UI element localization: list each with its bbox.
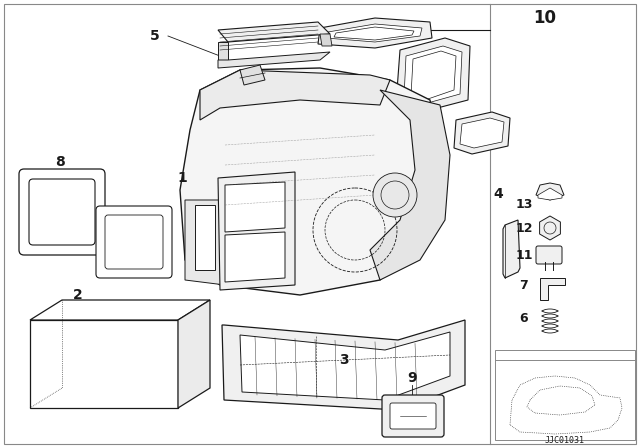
Text: 11: 11 xyxy=(515,249,532,262)
Polygon shape xyxy=(195,205,215,270)
Polygon shape xyxy=(326,24,422,42)
Circle shape xyxy=(373,173,417,217)
Text: 13: 13 xyxy=(515,198,532,211)
Text: 12: 12 xyxy=(515,221,532,234)
Polygon shape xyxy=(318,18,432,48)
Polygon shape xyxy=(536,183,564,200)
Polygon shape xyxy=(178,300,210,408)
Polygon shape xyxy=(454,112,510,154)
Polygon shape xyxy=(30,300,210,320)
Polygon shape xyxy=(460,118,504,148)
Text: JJC01031: JJC01031 xyxy=(545,435,585,444)
Text: 10: 10 xyxy=(534,9,557,27)
Polygon shape xyxy=(218,172,295,290)
FancyBboxPatch shape xyxy=(390,403,436,429)
Text: 8: 8 xyxy=(55,155,65,169)
FancyBboxPatch shape xyxy=(29,179,95,245)
Polygon shape xyxy=(200,70,390,120)
Polygon shape xyxy=(404,46,462,104)
FancyBboxPatch shape xyxy=(382,395,444,437)
Text: 6: 6 xyxy=(520,311,528,324)
Polygon shape xyxy=(320,34,332,46)
FancyBboxPatch shape xyxy=(96,206,172,278)
Polygon shape xyxy=(218,52,330,68)
Polygon shape xyxy=(396,38,470,112)
Polygon shape xyxy=(222,320,465,410)
FancyBboxPatch shape xyxy=(536,246,562,264)
Bar xyxy=(30,320,178,408)
FancyBboxPatch shape xyxy=(105,215,163,269)
Polygon shape xyxy=(225,232,285,282)
Polygon shape xyxy=(370,90,450,280)
Polygon shape xyxy=(538,188,562,200)
Polygon shape xyxy=(185,200,225,285)
Polygon shape xyxy=(503,220,520,278)
Text: 1: 1 xyxy=(177,171,187,185)
Polygon shape xyxy=(411,51,456,100)
Polygon shape xyxy=(540,278,565,300)
FancyBboxPatch shape xyxy=(19,169,105,255)
Text: 7: 7 xyxy=(520,279,529,292)
Text: 5: 5 xyxy=(150,29,160,43)
Text: 4: 4 xyxy=(493,187,503,201)
Text: 9: 9 xyxy=(407,371,417,385)
Polygon shape xyxy=(240,65,265,85)
Polygon shape xyxy=(225,182,285,232)
Polygon shape xyxy=(218,22,330,42)
Polygon shape xyxy=(540,216,561,240)
Polygon shape xyxy=(334,27,414,40)
Polygon shape xyxy=(180,68,440,295)
Text: 3: 3 xyxy=(339,353,349,367)
Bar xyxy=(495,350,635,440)
Text: 2: 2 xyxy=(73,288,83,302)
Polygon shape xyxy=(218,42,228,60)
Polygon shape xyxy=(240,332,450,400)
